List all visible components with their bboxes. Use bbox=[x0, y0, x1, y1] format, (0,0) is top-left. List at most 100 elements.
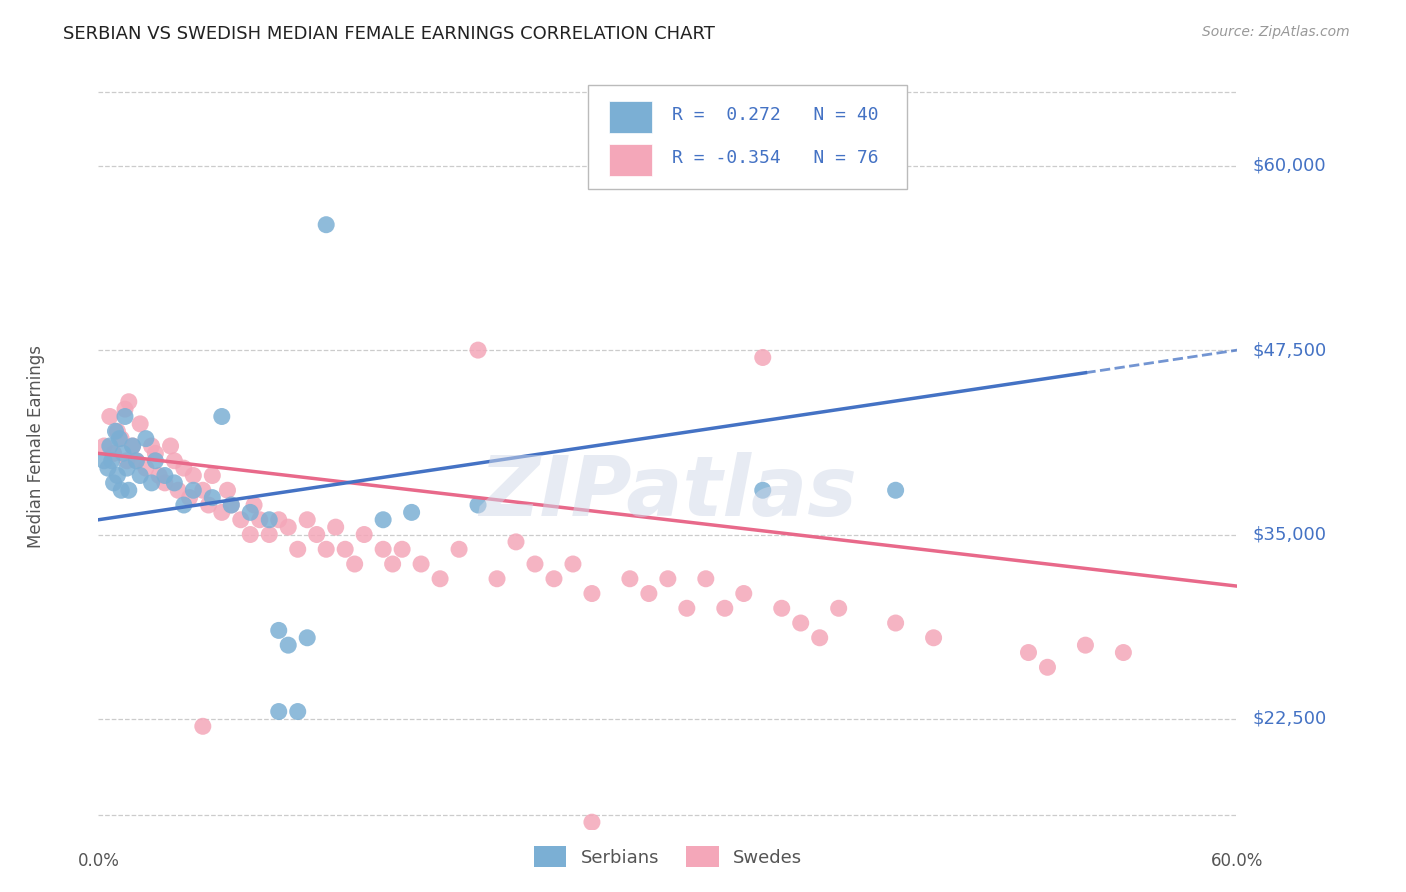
Point bbox=[343, 557, 366, 571]
Point bbox=[135, 432, 157, 446]
Point bbox=[93, 454, 115, 468]
Point bbox=[335, 542, 357, 557]
Text: 60.0%: 60.0% bbox=[1211, 852, 1264, 870]
Point bbox=[110, 483, 132, 498]
Point bbox=[267, 513, 290, 527]
Point bbox=[287, 705, 309, 719]
Point bbox=[201, 491, 224, 505]
FancyBboxPatch shape bbox=[609, 144, 652, 176]
Point bbox=[118, 394, 141, 409]
Text: R = -0.354   N = 76: R = -0.354 N = 76 bbox=[672, 149, 879, 168]
Point bbox=[449, 542, 471, 557]
Point bbox=[1018, 646, 1040, 660]
Point bbox=[391, 542, 413, 557]
Point bbox=[108, 432, 131, 446]
Text: $47,500: $47,500 bbox=[1253, 341, 1327, 359]
Point bbox=[486, 572, 509, 586]
Point bbox=[808, 144, 831, 158]
Point bbox=[125, 454, 148, 468]
Point bbox=[173, 461, 195, 475]
Point bbox=[114, 409, 136, 424]
Point bbox=[125, 454, 148, 468]
Text: $22,500: $22,500 bbox=[1253, 710, 1327, 728]
Text: R =  0.272   N = 40: R = 0.272 N = 40 bbox=[672, 105, 879, 124]
Point bbox=[411, 557, 433, 571]
Text: 0.0%: 0.0% bbox=[77, 852, 120, 870]
Point bbox=[770, 601, 793, 615]
Point bbox=[524, 557, 547, 571]
Point bbox=[167, 483, 190, 498]
Point bbox=[153, 468, 176, 483]
Point bbox=[211, 505, 233, 519]
Point bbox=[103, 475, 125, 490]
Point bbox=[752, 351, 775, 365]
Text: Median Female Earnings: Median Female Earnings bbox=[27, 344, 45, 548]
Point bbox=[148, 468, 170, 483]
Point bbox=[110, 432, 132, 446]
Point bbox=[183, 483, 205, 498]
Point bbox=[581, 586, 603, 600]
Point bbox=[201, 468, 224, 483]
Point bbox=[115, 454, 138, 468]
Point bbox=[259, 513, 281, 527]
Point bbox=[714, 601, 737, 615]
Point bbox=[93, 439, 115, 453]
Point bbox=[141, 439, 163, 453]
Point bbox=[790, 615, 813, 630]
Point bbox=[733, 586, 755, 600]
Point bbox=[211, 409, 233, 424]
Point bbox=[153, 475, 176, 490]
Point bbox=[103, 446, 125, 460]
Point bbox=[277, 520, 299, 534]
Point bbox=[543, 572, 565, 586]
Point bbox=[581, 815, 603, 830]
Point bbox=[695, 572, 717, 586]
Point bbox=[305, 527, 328, 541]
Point bbox=[315, 218, 337, 232]
Point bbox=[381, 557, 404, 571]
Point bbox=[135, 461, 157, 475]
Point bbox=[922, 631, 945, 645]
Point bbox=[191, 483, 214, 498]
Point bbox=[562, 557, 585, 571]
Point bbox=[100, 454, 122, 468]
FancyBboxPatch shape bbox=[588, 86, 907, 189]
Point bbox=[197, 498, 219, 512]
Point bbox=[243, 498, 266, 512]
Point bbox=[657, 572, 679, 586]
Text: $60,000: $60,000 bbox=[1253, 157, 1326, 175]
Point bbox=[112, 446, 135, 460]
Point bbox=[183, 468, 205, 483]
Point bbox=[638, 586, 661, 600]
Point bbox=[1074, 638, 1097, 652]
Point bbox=[371, 513, 394, 527]
Point bbox=[884, 615, 907, 630]
Text: SERBIAN VS SWEDISH MEDIAN FEMALE EARNINGS CORRELATION CHART: SERBIAN VS SWEDISH MEDIAN FEMALE EARNING… bbox=[63, 25, 716, 43]
Text: ZIPatlas: ZIPatlas bbox=[479, 451, 856, 533]
Point bbox=[676, 601, 699, 615]
Point bbox=[114, 402, 136, 417]
Point bbox=[505, 535, 527, 549]
Point bbox=[229, 513, 252, 527]
Point bbox=[145, 454, 167, 468]
Point bbox=[467, 498, 489, 512]
Point bbox=[179, 491, 201, 505]
Point bbox=[129, 417, 152, 431]
Point bbox=[884, 483, 907, 498]
Point bbox=[267, 624, 290, 638]
Point bbox=[217, 483, 239, 498]
Point bbox=[107, 424, 129, 438]
Point bbox=[221, 498, 243, 512]
Point bbox=[107, 468, 129, 483]
Point bbox=[121, 439, 143, 453]
Point bbox=[325, 520, 347, 534]
Point bbox=[828, 601, 851, 615]
FancyBboxPatch shape bbox=[609, 101, 652, 133]
Point bbox=[191, 719, 214, 733]
Point bbox=[239, 527, 262, 541]
Point bbox=[267, 705, 290, 719]
Point bbox=[429, 572, 451, 586]
Point bbox=[145, 446, 167, 460]
Point bbox=[249, 513, 271, 527]
Point bbox=[353, 527, 375, 541]
